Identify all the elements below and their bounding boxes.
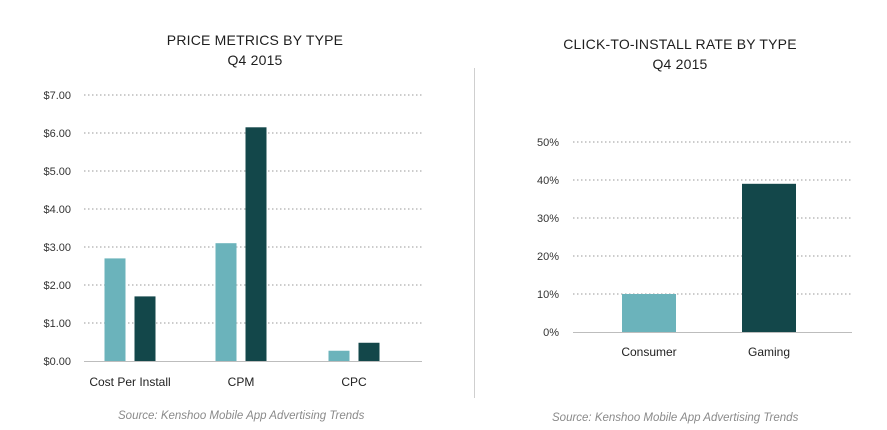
- y-tick-label: $3.00: [43, 242, 71, 254]
- left-chart-title-line2: Q4 2015: [227, 52, 283, 68]
- y-tick-label: 40%: [537, 175, 559, 187]
- y-tick-label: $4.00: [43, 204, 71, 216]
- left-source-note: Source: Kenshoo Mobile App Advertising T…: [118, 410, 365, 422]
- bar: [622, 294, 676, 332]
- bar: [245, 127, 267, 361]
- x-category-label: Consumer: [621, 345, 676, 359]
- y-tick-label: 20%: [537, 251, 559, 263]
- y-tick-label: $5.00: [43, 166, 71, 178]
- y-tick-label: $2.00: [43, 280, 71, 292]
- left-chart-title: PRICE METRICS BY TYPE Q4 2015: [70, 30, 440, 70]
- right-chart-title-line2: Q4 2015: [652, 56, 708, 72]
- bar: [328, 350, 350, 361]
- x-category-label: CPM: [228, 375, 255, 389]
- bar: [134, 296, 156, 361]
- x-category-label: CPC: [341, 375, 367, 389]
- bar: [742, 183, 796, 332]
- right-chart-title-line1: CLICK-TO-INSTALL RATE BY TYPE: [563, 36, 797, 52]
- y-tick-label: 0%: [543, 327, 559, 339]
- y-tick-label: 30%: [537, 213, 559, 225]
- y-tick-label: $6.00: [43, 128, 71, 140]
- bar: [358, 342, 380, 361]
- y-tick-label: $0.00: [43, 356, 71, 368]
- bar: [215, 243, 237, 361]
- chart-divider: [474, 68, 475, 398]
- y-tick-label: $1.00: [43, 318, 71, 330]
- y-tick-label: $7.00: [43, 90, 71, 102]
- y-tick-label: 10%: [537, 289, 559, 301]
- y-tick-label: 50%: [537, 137, 559, 149]
- bar: [104, 258, 126, 361]
- x-category-label: Gaming: [748, 345, 790, 359]
- left-chart-title-line1: PRICE METRICS BY TYPE: [166, 32, 344, 48]
- right-chart-title: CLICK-TO-INSTALL RATE BY TYPE Q4 2015: [495, 34, 865, 74]
- x-category-label: Cost Per Install: [89, 375, 170, 389]
- right-source-note: Source: Kenshoo Mobile App Advertising T…: [552, 412, 799, 424]
